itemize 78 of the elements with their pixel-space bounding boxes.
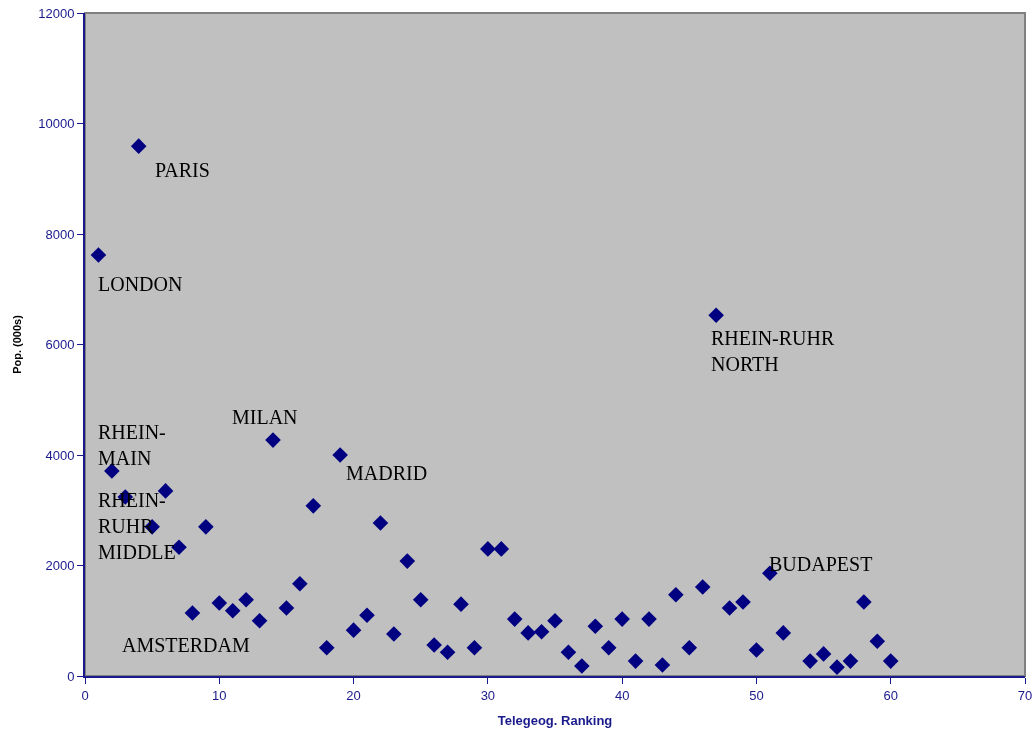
x-tick-label: 10 bbox=[212, 687, 227, 703]
x-tick-label: 0 bbox=[81, 687, 89, 703]
point bbox=[520, 625, 536, 641]
point bbox=[775, 625, 792, 641]
annotation: MILAN bbox=[232, 406, 298, 428]
point bbox=[305, 498, 322, 514]
point bbox=[493, 541, 510, 557]
point bbox=[211, 595, 228, 611]
point bbox=[829, 659, 845, 675]
point bbox=[587, 618, 604, 635]
point bbox=[386, 626, 402, 642]
y-tick-label: 10000 bbox=[38, 116, 75, 132]
point bbox=[439, 644, 456, 661]
x-tick-label: 40 bbox=[614, 687, 630, 703]
point bbox=[708, 307, 724, 324]
point bbox=[842, 653, 859, 669]
y-tick-label: 2000 bbox=[45, 558, 75, 574]
x-tick-label: 30 bbox=[480, 687, 496, 703]
point bbox=[224, 603, 241, 619]
point bbox=[735, 594, 751, 610]
point bbox=[627, 653, 644, 669]
point bbox=[600, 640, 617, 656]
y-tick-label: 8000 bbox=[45, 226, 75, 242]
point bbox=[278, 600, 295, 616]
point bbox=[426, 637, 442, 653]
point bbox=[90, 247, 107, 263]
point bbox=[694, 579, 711, 595]
point bbox=[815, 646, 832, 662]
point bbox=[856, 594, 872, 610]
y-tick-label: 12000 bbox=[38, 5, 75, 21]
x-tick-label: 70 bbox=[1017, 687, 1033, 703]
point bbox=[574, 658, 590, 674]
point bbox=[184, 605, 201, 621]
point bbox=[292, 575, 308, 592]
point bbox=[533, 624, 550, 640]
point bbox=[882, 653, 899, 669]
annotation: BUDAPEST bbox=[769, 553, 873, 575]
point bbox=[412, 591, 429, 608]
point bbox=[802, 653, 818, 669]
point bbox=[332, 447, 348, 463]
point bbox=[359, 607, 375, 624]
point bbox=[453, 596, 469, 612]
point bbox=[480, 541, 496, 557]
y-tick-label: 4000 bbox=[45, 447, 75, 463]
x-axis-title: Telegeog. Ranking bbox=[497, 712, 613, 728]
point bbox=[251, 612, 268, 629]
point bbox=[372, 515, 389, 531]
point bbox=[681, 640, 698, 656]
y-axis-title: Pop. (000s) bbox=[11, 314, 24, 374]
annotation: AMSTERDAM bbox=[122, 634, 251, 656]
point bbox=[345, 622, 362, 638]
point bbox=[641, 611, 657, 627]
annotation: RHEIN-RUHR NORTH bbox=[711, 327, 835, 375]
x-tick-label: 50 bbox=[749, 687, 764, 703]
point bbox=[721, 600, 738, 616]
point bbox=[614, 611, 630, 627]
annotation: RHEIN- MAIN bbox=[98, 421, 166, 469]
point bbox=[654, 657, 671, 673]
point bbox=[668, 586, 684, 603]
point bbox=[318, 640, 335, 656]
point bbox=[560, 644, 577, 661]
point bbox=[466, 640, 483, 656]
point bbox=[198, 519, 214, 535]
annotation: PARIS bbox=[155, 159, 210, 181]
annotation: LONDON bbox=[98, 273, 183, 295]
y-tick-label: 0 bbox=[67, 668, 75, 684]
point bbox=[506, 611, 523, 627]
point bbox=[869, 633, 886, 649]
point bbox=[265, 432, 281, 448]
y-tick-label: 6000 bbox=[45, 337, 75, 353]
point bbox=[399, 553, 416, 569]
x-tick-label: 60 bbox=[883, 687, 898, 703]
point bbox=[748, 642, 765, 658]
point bbox=[238, 591, 254, 608]
x-tick-label: 20 bbox=[346, 687, 361, 703]
annotation: MADRID bbox=[346, 462, 428, 484]
point bbox=[547, 612, 563, 629]
point bbox=[130, 138, 147, 154]
